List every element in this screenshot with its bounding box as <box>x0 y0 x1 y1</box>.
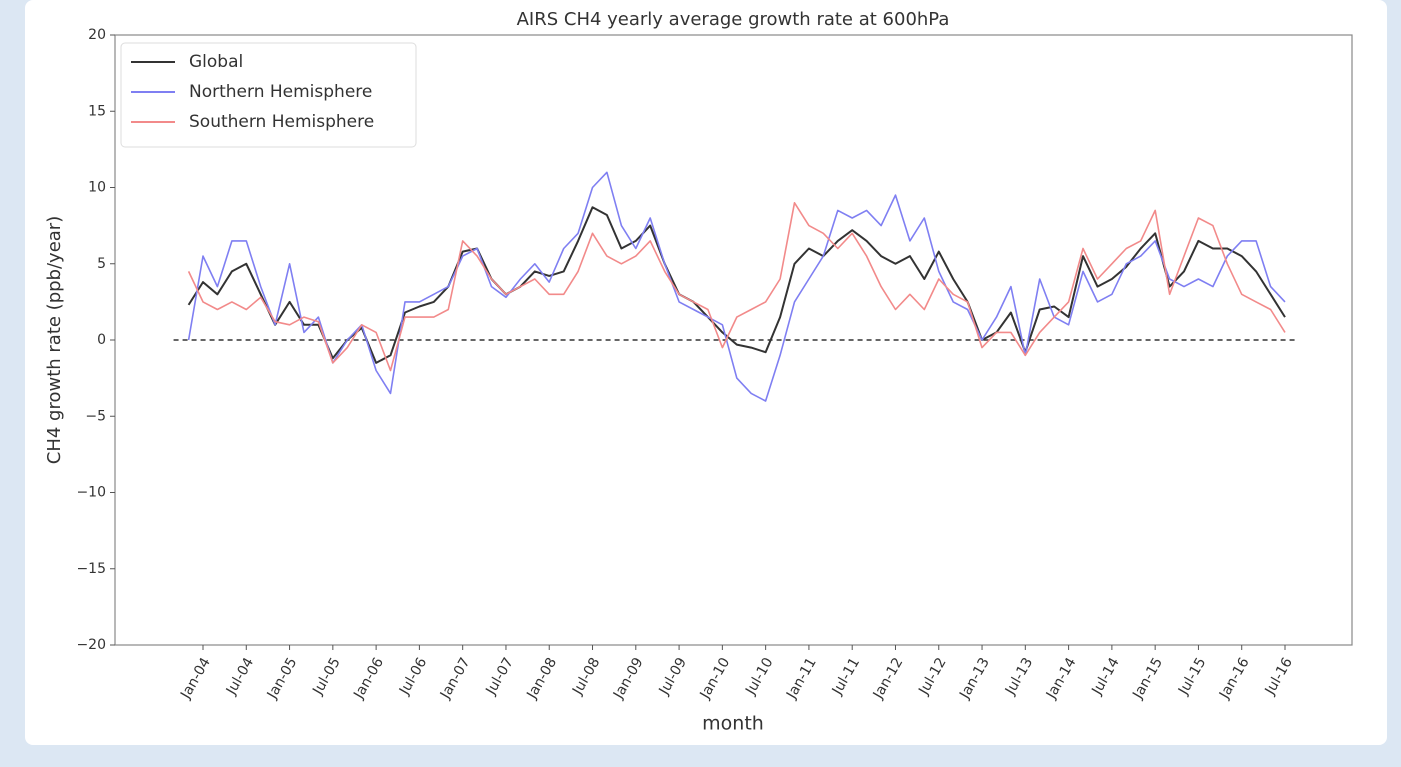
x-tick-label: Jul-05 <box>310 655 344 698</box>
x-tick-label: Jan-16 <box>1216 655 1253 702</box>
chart-title: AIRS CH4 yearly average growth rate at 6… <box>517 9 950 30</box>
y-tick-label: 10 <box>88 180 106 196</box>
x-tick-label: Jan-15 <box>1130 655 1167 702</box>
x-axis-label: month <box>702 713 764 735</box>
x-tick-label: Jan-04 <box>177 655 214 702</box>
y-tick-label: −10 <box>76 485 106 501</box>
x-tick-label: Jul-13 <box>1002 655 1036 698</box>
y-tick-label: 0 <box>97 332 106 348</box>
x-tick-label: Jan-05 <box>264 655 301 702</box>
x-tick-label: Jan-06 <box>350 655 387 702</box>
y-tick-label: −5 <box>85 408 106 424</box>
x-tick-label: Jul-14 <box>1089 655 1123 698</box>
x-tick-label: Jul-10 <box>742 655 776 698</box>
series-line <box>187 171 1286 402</box>
legend-label: Global <box>189 52 243 72</box>
y-tick-label: 15 <box>88 103 106 119</box>
x-tick-label: Jul-11 <box>829 655 863 698</box>
x-tick-label: Jan-09 <box>610 655 647 702</box>
x-tick-label: Jul-07 <box>483 655 517 698</box>
x-tick-label: Jan-13 <box>956 655 993 702</box>
legend-box <box>120 42 417 148</box>
x-tick-label: Jul-08 <box>569 655 603 698</box>
x-tick-label: Jul-04 <box>223 655 257 698</box>
x-tick-label: Jan-14 <box>1043 655 1080 702</box>
x-tick-label: Jan-11 <box>783 655 820 702</box>
series-line <box>187 202 1286 372</box>
x-tick-label: Jan-10 <box>697 655 734 702</box>
y-tick-label: −20 <box>76 637 106 653</box>
x-tick-label: Jul-09 <box>656 655 690 698</box>
x-tick-label: Jan-07 <box>437 655 474 702</box>
x-tick-label: Jul-06 <box>396 655 430 698</box>
y-axis-label: CH4 growth rate (ppb/year) <box>44 216 65 464</box>
x-tick-label: Jul-12 <box>915 655 949 698</box>
y-tick-label: 20 <box>88 27 106 43</box>
x-tick-label: Jan-12 <box>870 655 907 702</box>
y-tick-label: 5 <box>97 256 106 272</box>
x-tick-label: Jul-16 <box>1262 655 1296 698</box>
legend-label: Northern Hemisphere <box>189 82 372 102</box>
x-tick-label: Jul-15 <box>1175 655 1209 698</box>
x-tick-label: Jan-08 <box>524 655 561 702</box>
legend-label: Southern Hemisphere <box>189 112 374 132</box>
y-tick-label: −15 <box>76 561 106 577</box>
series-line <box>187 206 1286 364</box>
